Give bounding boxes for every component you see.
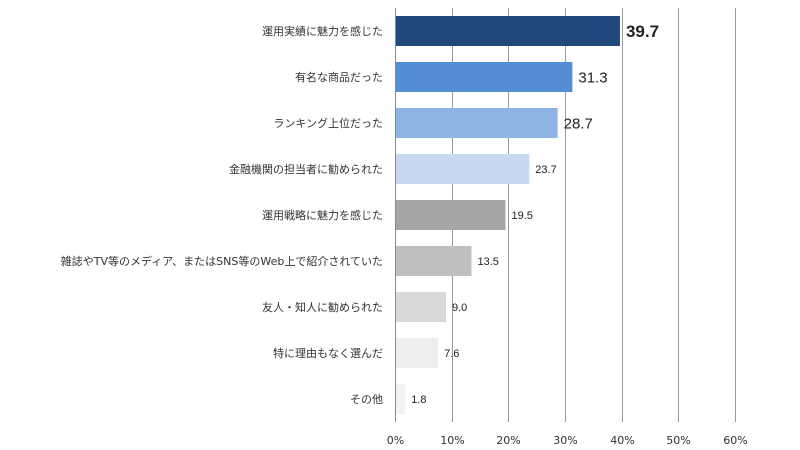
data-label: 23.7 [535,164,556,176]
bar [396,200,506,230]
data-label: 13.5 [478,256,499,268]
x-tick-label: 10% [440,434,464,447]
x-tick-label: 40% [610,434,634,447]
x-tick-label: 60% [723,434,747,447]
bars [396,16,620,414]
category-label: その他 [350,393,383,406]
category-label: 運用実績に魅力を感じた [262,24,383,38]
bar [396,154,530,184]
bar [396,16,620,46]
category-label: 友人・知人に勧められた [262,300,383,314]
data-label: 9.0 [452,302,467,314]
category-label: 特に理由もなく選んだ [273,346,383,360]
x-axis-ticks: 0% 10% 20% 30% 40% 50% 60% [387,434,748,447]
category-label: 運用戦略に魅力を感じた [262,208,383,222]
bar [396,338,439,368]
bar [396,292,446,322]
x-tick-label: 20% [496,434,520,447]
x-tick-label: 30% [553,434,577,447]
category-label: 雑誌やTV等のメディア、またはSNS等のWeb上で紹介されていた [61,254,383,268]
category-label: 有名な商品だった [295,70,383,84]
data-label: 1.8 [411,394,426,406]
x-tick-label: 0% [387,434,404,447]
bar [396,384,406,414]
category-label: 金融機関の担当者に勧められた [229,162,383,176]
value-labels: 39.7 31.3 28.7 23.7 19.5 13.5 9.0 7.6 1.8 [411,22,659,406]
data-label: 39.7 [626,22,659,41]
category-labels: 運用実績に魅力を感じた有名な商品だったランキング上位だった金融機関の担当者に勧め… [61,24,383,406]
data-label: 28.7 [564,115,593,132]
bar [396,108,558,138]
x-tick-label: 50% [666,434,690,447]
bar [396,246,472,276]
category-label: ランキング上位だった [273,116,383,130]
data-label: 31.3 [578,69,607,86]
bar [396,62,573,92]
data-label: 19.5 [512,210,533,222]
data-label: 7.6 [444,348,459,360]
